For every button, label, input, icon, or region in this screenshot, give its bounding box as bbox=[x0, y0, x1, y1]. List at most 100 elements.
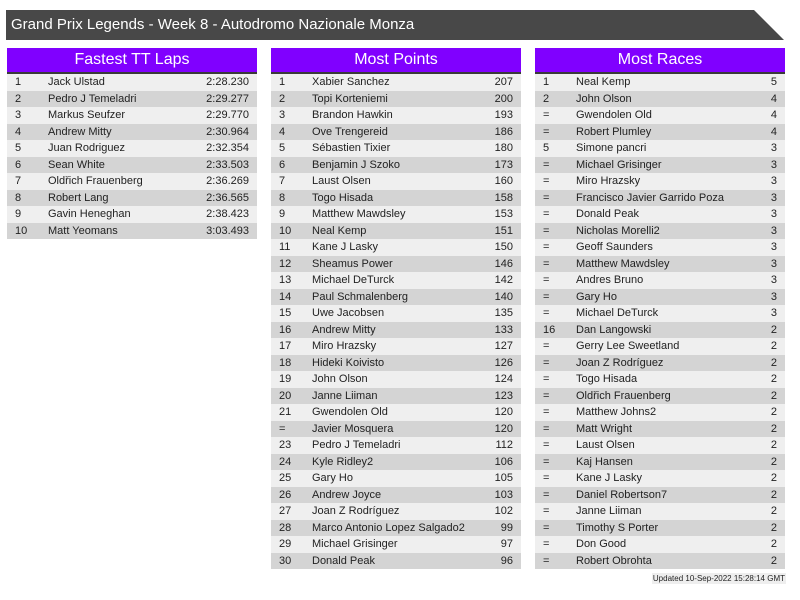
most-points-table: Most Points 1 Xabier Sanchez 207 2 Topi Kort… bbox=[271, 48, 521, 569]
rank: = bbox=[543, 538, 550, 550]
table-row: 13 Michael DeTurck 142 bbox=[271, 272, 521, 289]
value: 146 bbox=[494, 257, 513, 270]
driver-name: Andres Bruno bbox=[576, 274, 644, 286]
table-row: = Geoff Saunders 3 bbox=[535, 239, 785, 256]
rank: 6 bbox=[15, 158, 22, 171]
table-row: 16 Andrew Mitty 133 bbox=[271, 321, 521, 338]
rank: = bbox=[543, 455, 550, 468]
value: 5 bbox=[770, 76, 777, 88]
rank: 16 bbox=[543, 323, 556, 336]
rank: = bbox=[279, 422, 286, 435]
fastest-tt-laps-table: Fastest TT Laps 1 Jack Ulstad 2:28.230 2 Ped… bbox=[7, 48, 257, 239]
rank: 20 bbox=[279, 389, 292, 402]
table-row: = Matthew Mawdsley 3 bbox=[535, 255, 785, 272]
table-row: 12 Sheamus Power 146 bbox=[271, 255, 521, 272]
table-row: 2 John Olson 4 bbox=[535, 90, 785, 107]
value: 3 bbox=[770, 307, 777, 319]
driver-name: Andrew Joyce bbox=[312, 488, 382, 501]
driver-name: Pedro J Temeladri bbox=[48, 92, 137, 105]
driver-name: Jack Ulstad bbox=[48, 76, 105, 88]
driver-name: Togo Hisada bbox=[576, 373, 638, 385]
table-row: 6 Benjamin J Szoko 173 bbox=[271, 156, 521, 173]
rank: 10 bbox=[279, 224, 292, 237]
rank: 10 bbox=[15, 224, 28, 237]
rank: 30 bbox=[279, 554, 292, 567]
driver-name: Matt Yeomans bbox=[48, 224, 118, 237]
value: 3 bbox=[770, 224, 777, 237]
driver-name: Hideki Koivisto bbox=[312, 356, 385, 369]
table-row: 29 Michael Grisinger 97 bbox=[271, 536, 521, 553]
driver-name: Michael Grisinger bbox=[312, 538, 398, 550]
driver-name: Matt Wright bbox=[576, 422, 633, 435]
value: 120 bbox=[494, 422, 513, 435]
value: 2 bbox=[770, 521, 777, 534]
value: 97 bbox=[500, 538, 513, 550]
rank: 1 bbox=[543, 76, 550, 88]
value: 140 bbox=[494, 290, 513, 303]
table-row: = Andres Bruno 3 bbox=[535, 272, 785, 289]
page-title: Grand Prix Legends - Week 8 - Autodromo … bbox=[6, 10, 784, 40]
driver-name: Markus Seufzer bbox=[48, 109, 126, 121]
driver-name: Michael Grisinger bbox=[576, 158, 662, 171]
table-rows: 1 Neal Kemp 5 2 John Olson 4 = Gwendolen Old 4 = R… bbox=[535, 74, 785, 569]
table-row: = Joan Z Rodríguez 2 bbox=[535, 354, 785, 371]
rank: 6 bbox=[279, 158, 286, 171]
table-row: 26 Andrew Joyce 103 bbox=[271, 486, 521, 503]
value: 2 bbox=[770, 340, 777, 352]
value: 2:33.503 bbox=[206, 158, 249, 171]
value: 180 bbox=[494, 142, 513, 154]
table-title: Most Points bbox=[271, 48, 521, 74]
rank: 7 bbox=[15, 175, 22, 187]
rank: = bbox=[543, 290, 550, 303]
rank: = bbox=[543, 241, 550, 253]
table-row: 30 Donald Peak 96 bbox=[271, 552, 521, 569]
driver-name: Francisco Javier Garrido Poza bbox=[576, 191, 724, 204]
value: 3 bbox=[770, 257, 777, 270]
driver-name: Neal Kemp bbox=[312, 224, 367, 237]
table-row: 27 Joan Z Rodríguez 102 bbox=[271, 503, 521, 520]
rank: 5 bbox=[15, 142, 22, 154]
rank: 25 bbox=[279, 472, 292, 484]
rank: = bbox=[543, 158, 550, 171]
rank: = bbox=[543, 191, 550, 204]
table-row: 28 Marco Antonio Lopez Salgado2 99 bbox=[271, 519, 521, 536]
driver-name: Kyle Ridley2 bbox=[312, 455, 374, 468]
value: 2 bbox=[770, 439, 777, 451]
rank: 19 bbox=[279, 373, 292, 385]
value: 120 bbox=[494, 406, 513, 418]
rank: 21 bbox=[279, 406, 292, 418]
rank: = bbox=[543, 521, 550, 534]
rank: 29 bbox=[279, 538, 292, 550]
rank: 4 bbox=[279, 125, 286, 138]
value: 2 bbox=[770, 373, 777, 385]
updated-timestamp: Updated 10-Sep-2022 15:28:14 GMT bbox=[651, 573, 786, 584]
rank: 4 bbox=[15, 125, 22, 138]
table-row: = Laust Olsen 2 bbox=[535, 437, 785, 454]
table-row: = Togo Hisada 2 bbox=[535, 371, 785, 388]
value: 4 bbox=[770, 92, 777, 105]
rank: 23 bbox=[279, 439, 292, 451]
rank: 15 bbox=[279, 307, 292, 319]
driver-name: Matthew Mawdsley bbox=[312, 208, 406, 220]
driver-name: Dan Langowski bbox=[576, 323, 652, 336]
driver-name: John Olson bbox=[312, 373, 368, 385]
table-row: 8 Togo Hisada 158 bbox=[271, 189, 521, 206]
table-row: 11 Kane J Lasky 150 bbox=[271, 239, 521, 256]
value: 102 bbox=[494, 505, 513, 517]
driver-name: Joan Z Rodríguez bbox=[576, 356, 664, 369]
rank: 9 bbox=[15, 208, 22, 220]
table-row: 16 Dan Langowski 2 bbox=[535, 321, 785, 338]
rank: 17 bbox=[279, 340, 292, 352]
table-row: = Francisco Javier Garrido Poza 3 bbox=[535, 189, 785, 206]
value: 3 bbox=[770, 175, 777, 187]
driver-name: Andrew Mitty bbox=[312, 323, 376, 336]
value: 3 bbox=[770, 158, 777, 171]
value: 2 bbox=[770, 488, 777, 501]
driver-name: Ove Trengereid bbox=[312, 125, 388, 138]
rank: = bbox=[543, 340, 550, 352]
driver-name: Robert Plumley bbox=[576, 125, 652, 138]
rank: 7 bbox=[279, 175, 286, 187]
value: 4 bbox=[770, 109, 777, 121]
table-row: = Kane J Lasky 2 bbox=[535, 470, 785, 487]
table-row: 20 Janne Liiman 123 bbox=[271, 387, 521, 404]
